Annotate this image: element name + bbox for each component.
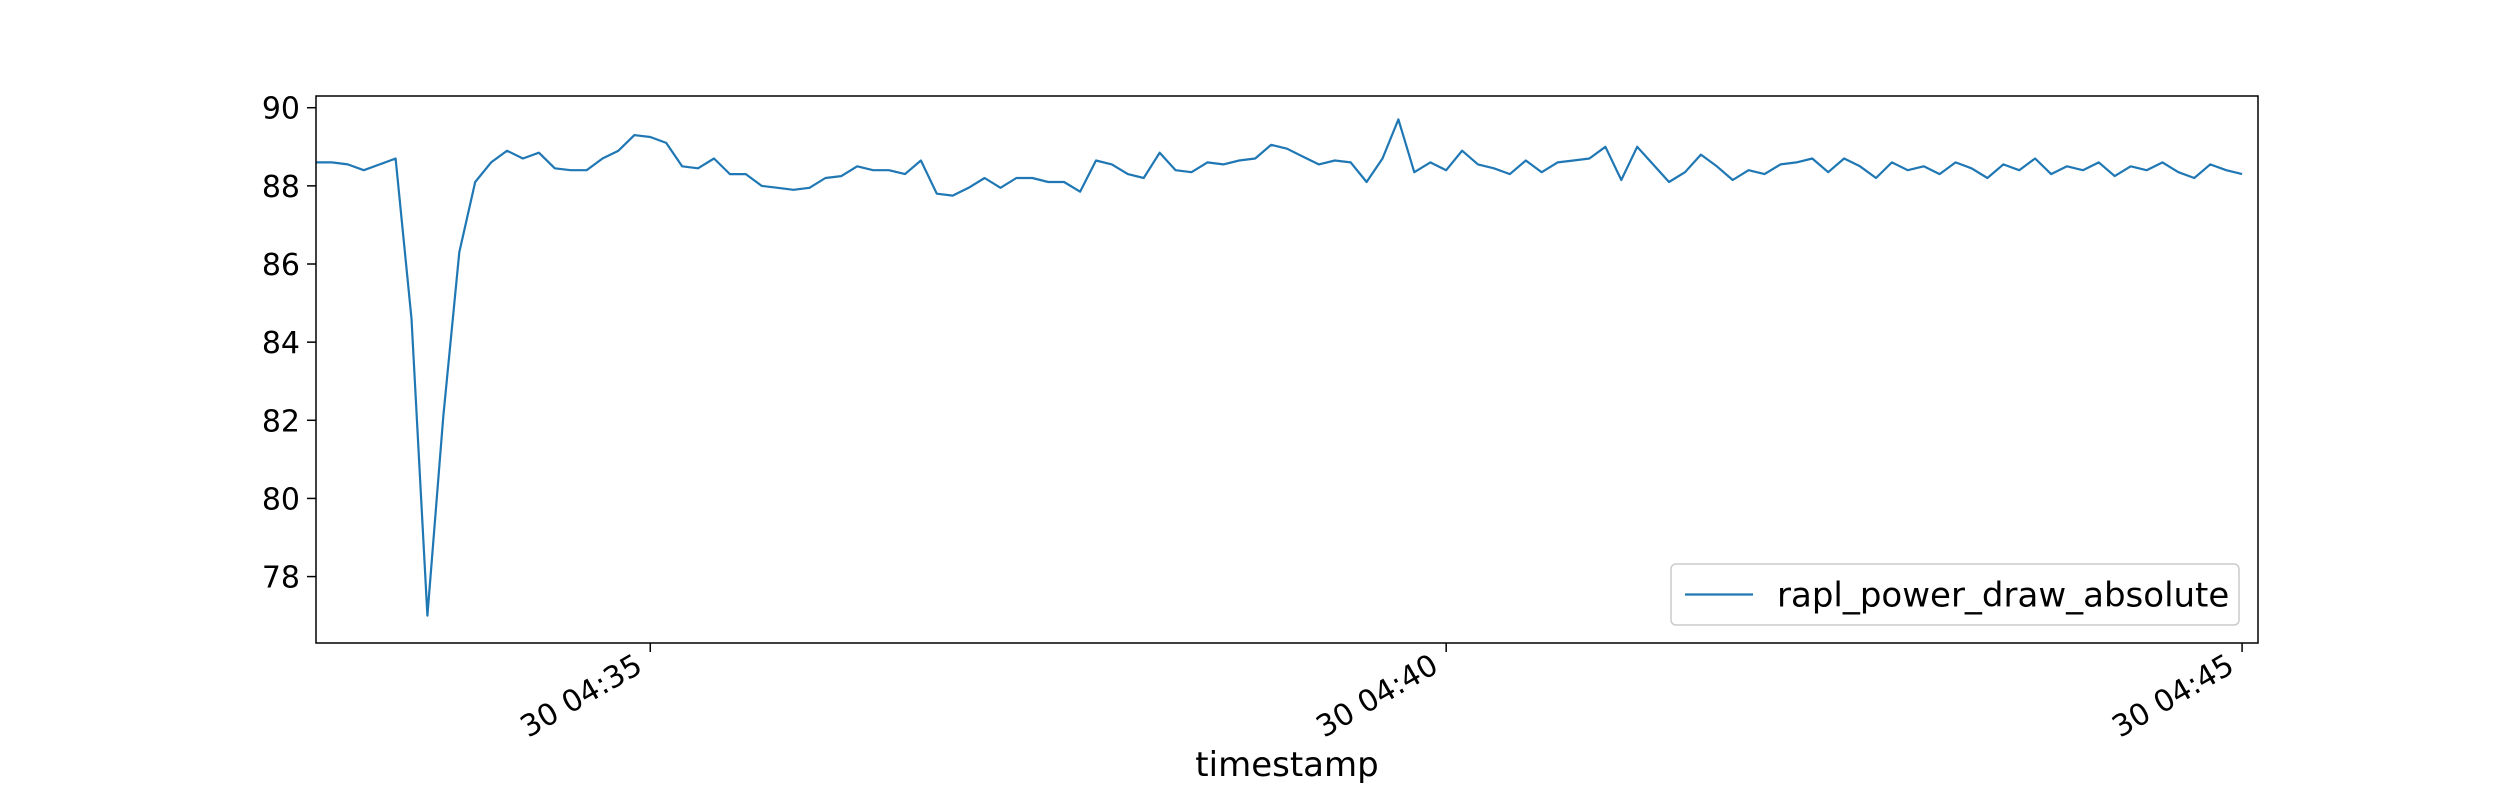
- plot-area-frame: [315, 95, 2259, 644]
- x-tick-label: 30 04:35: [515, 648, 649, 745]
- y-axis-ticks: 78 80 82 84 86 88 90: [262, 92, 316, 596]
- series-line-rapl-power-draw-absolute: [316, 118, 2243, 617]
- y-tick-label: 86: [262, 248, 300, 283]
- x-axis-ticks: 30 04:35 30 04:40 30 04:45: [515, 643, 2243, 745]
- legend-label: rapl_power_draw_absolute: [1777, 576, 2229, 616]
- y-tick-label: 80: [262, 482, 300, 517]
- x-tick-label: 30 04:45: [2106, 648, 2240, 745]
- legend-box: [1670, 563, 2240, 626]
- x-axis-label: timestamp: [1195, 745, 1378, 785]
- legend: rapl_power_draw_absolute: [1670, 563, 2240, 626]
- y-tick-label: 78: [262, 561, 300, 596]
- y-tick-label: 88: [262, 170, 300, 205]
- y-tick-label: 82: [262, 404, 300, 439]
- y-tick-label: 84: [262, 326, 300, 361]
- x-tick-label: 30 04:40: [1310, 648, 1444, 745]
- y-tick-label: 90: [262, 92, 300, 127]
